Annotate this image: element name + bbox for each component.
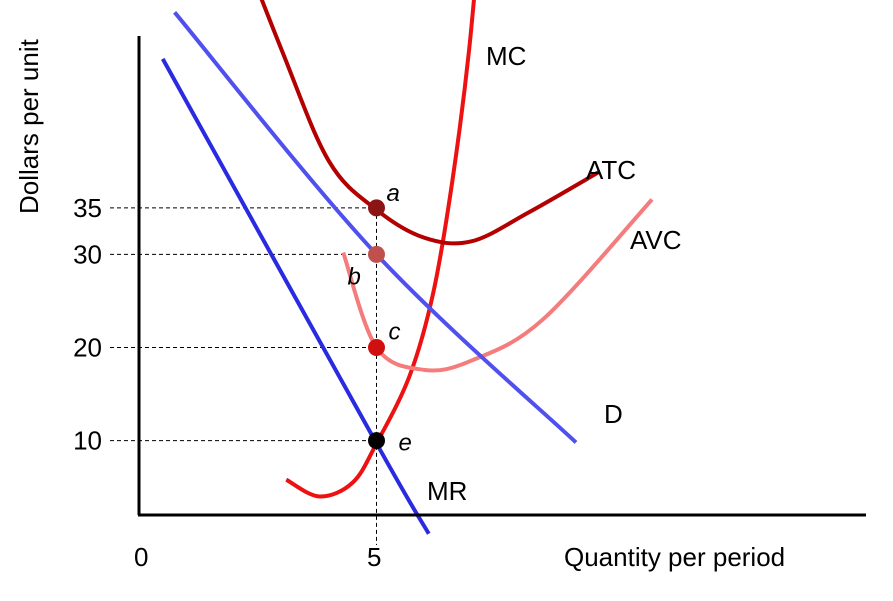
curve-avc bbox=[341, 198, 654, 373]
x-tick-label-0: 0 bbox=[134, 542, 148, 572]
point-label-a: a bbox=[387, 180, 400, 207]
point-b bbox=[368, 245, 385, 263]
curve-label-mr: MR bbox=[427, 476, 467, 506]
curve-mc bbox=[285, 0, 476, 499]
point-e bbox=[368, 432, 385, 450]
y-tick-label-10: 10 bbox=[73, 426, 102, 456]
curve-label-atc: ATC bbox=[586, 155, 636, 185]
y-tick-label-20: 20 bbox=[73, 333, 102, 363]
point-layer: a b c e bbox=[348, 180, 412, 457]
curve-label-mc: MC bbox=[486, 41, 526, 71]
y-tick-label-30: 30 bbox=[73, 239, 102, 269]
y-axis-label: Dollars per unit bbox=[14, 38, 44, 214]
axes bbox=[137, 36, 866, 517]
y-tick-label-35: 35 bbox=[73, 193, 102, 223]
point-label-b: b bbox=[348, 263, 361, 290]
guide-lines bbox=[110, 207, 377, 545]
curve-label-avc: AVC bbox=[630, 225, 682, 255]
point-c bbox=[368, 339, 385, 356]
point-label-c: c bbox=[389, 319, 401, 346]
curve-label-d: D bbox=[604, 399, 623, 429]
point-label-e: e bbox=[399, 430, 412, 457]
curve-mr bbox=[161, 57, 431, 535]
curve-atc bbox=[259, 0, 601, 246]
x-axis-label: Quantity per period bbox=[564, 542, 785, 572]
tick-layer: 10 20 30 35 bbox=[73, 193, 102, 456]
label-layer: Quantity per period Dollars per unit 0 5… bbox=[14, 38, 785, 572]
curve-d bbox=[173, 11, 578, 444]
x-tick-label-5: 5 bbox=[367, 542, 381, 572]
point-a bbox=[368, 199, 385, 217]
